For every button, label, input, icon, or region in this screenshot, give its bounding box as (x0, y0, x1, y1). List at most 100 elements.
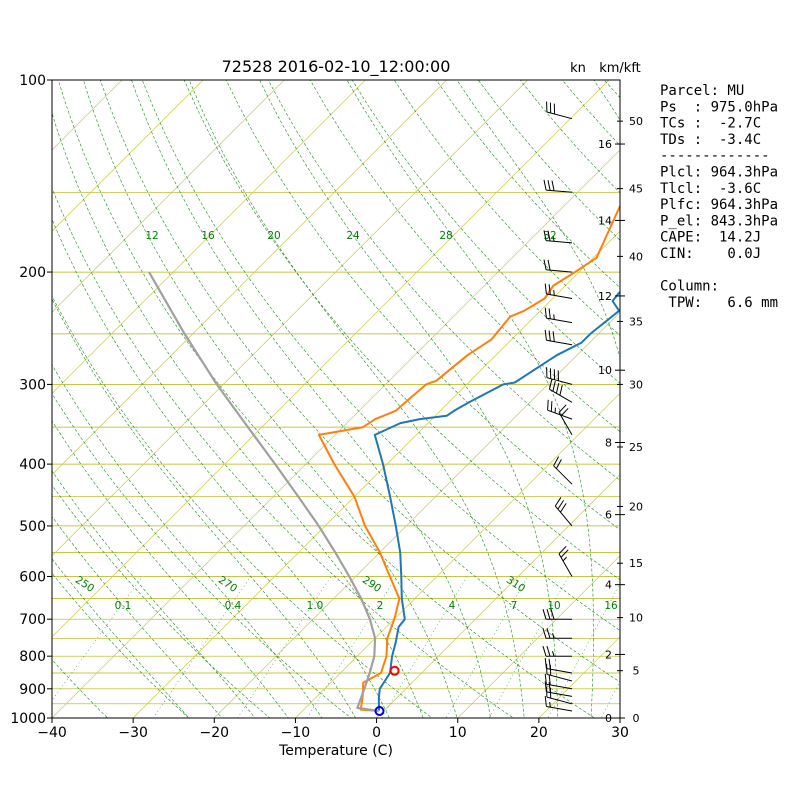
y-tick-label: 900 (19, 682, 46, 698)
kft-tick-label: 50 (629, 115, 643, 128)
km-tick-label: 4 (605, 579, 612, 592)
info-line: Plfc: 964.3hPa (660, 197, 778, 213)
temperature-line (373, 291, 620, 711)
isotherm-line (132, 230, 620, 718)
isotherm-line (294, 392, 620, 718)
moist-adiabat-line (52, 364, 323, 718)
kft-tick-label: 25 (629, 441, 643, 454)
x-tick-label: −30 (118, 725, 148, 741)
wind-barb (543, 179, 573, 193)
isotherm-line (52, 80, 366, 394)
kft-tick-label: 30 (629, 378, 643, 391)
moist-adiabat-line (346, 80, 594, 718)
wind-barb (546, 367, 573, 385)
wind-barb (553, 456, 573, 485)
moist-adiabat-label: 16 (201, 230, 215, 242)
wind-barb (547, 399, 573, 420)
dry-adiabat-label: 270 (216, 574, 239, 595)
mixing-ratio-label: 2 (377, 600, 384, 612)
isotherm-line (376, 474, 620, 718)
y-tick-label: 1000 (10, 711, 46, 727)
moist-adiabat-line (131, 80, 491, 718)
y-tick-label: 100 (19, 73, 46, 89)
info-line: Tlcl: -3.6C (660, 181, 761, 197)
x-tick-label: 0 (372, 725, 381, 741)
mixing-ratio-line (445, 576, 529, 718)
dry-adiabat-label: 310 (504, 574, 527, 595)
moist-adiabat-line (52, 298, 356, 718)
wind-barb (544, 696, 573, 712)
y-tick-label: 400 (19, 457, 46, 473)
moist-adiabat-line (83, 80, 458, 718)
y-tick-label: 500 (19, 519, 46, 535)
moist-adiabat-line (259, 80, 558, 718)
dry-adiabat-line (141, 80, 620, 631)
info-line: CAPE: 14.2J (660, 230, 761, 246)
mixing-ratio-label: 1.0 (307, 600, 324, 612)
dry-adiabat-line (52, 187, 514, 718)
dry-adiabat-line (52, 572, 190, 718)
dry-adiabat-line (0, 80, 39, 732)
chart-title: 72528 2016-02-10_12:00:00 (222, 57, 451, 77)
dewpoint-line (317, 203, 620, 712)
km-tick-label: 10 (598, 364, 612, 377)
dry-adiabat-label: 250 (73, 574, 96, 595)
moist-adiabat-line (456, 80, 620, 359)
moist-adiabat-label: 20 (267, 230, 280, 242)
km-tick-label: 2 (605, 648, 612, 661)
kft-tick-label: 20 (629, 500, 643, 513)
dry-adiabat-line (183, 80, 620, 581)
x-tick-label: 10 (449, 725, 467, 741)
dry-adiabat-line (57, 80, 595, 718)
x-tick-label: 20 (530, 725, 548, 741)
wind-barb (544, 307, 573, 324)
mixing-ratio-label: 4 (449, 600, 456, 612)
level-marker (374, 706, 385, 716)
info-line: Parcel: MU (660, 83, 744, 99)
info-line: Ps : 975.0hPa (660, 99, 778, 115)
wind-barb (543, 259, 573, 273)
wind-barb (542, 628, 572, 639)
wind-barb (542, 609, 572, 620)
data-markers (374, 665, 400, 716)
kft-tick-label: 15 (629, 557, 643, 570)
kft-tick-label: 40 (629, 250, 643, 263)
moist-adiabat-line (188, 80, 525, 718)
parcel-line (148, 271, 379, 713)
moist-adiabat-line (52, 218, 390, 718)
info-line: Plcl: 964.3hPa (660, 165, 778, 181)
wind-barb (544, 673, 573, 690)
data-series (148, 203, 620, 713)
km-tick-label: 0 (605, 712, 612, 725)
height-axis: 0 2 4 6 8 10 12 14 16 0 5 10 15 20 25 30 35 40 45 50 (598, 80, 643, 725)
info-line: TDs : -3.4C (660, 132, 761, 148)
y-tick-label: 600 (19, 569, 46, 585)
isotherm-line (52, 80, 610, 638)
wind-barb (558, 404, 573, 436)
isotherm-line (52, 80, 285, 313)
km-tick-label: 8 (605, 437, 612, 450)
mixing-ratio-label: 16 (604, 600, 618, 612)
x-tick-label: −40 (37, 725, 67, 741)
info-line: Column: (660, 279, 719, 295)
km-tick-label: 14 (598, 214, 612, 227)
wind-barb (554, 497, 573, 527)
y-tick-label: 300 (19, 377, 46, 393)
moist-adiabat-label: 24 (346, 230, 360, 242)
km-tick-label: 16 (598, 138, 612, 151)
moist-adiabat-line (52, 420, 289, 718)
dry-adiabat-line (52, 295, 433, 718)
dry-adiabat-line (52, 484, 271, 718)
y-tick-label: 800 (19, 649, 46, 665)
isotherm-line (52, 149, 620, 718)
wind-barb (544, 681, 573, 697)
mixing-ratio-label: 0.1 (115, 600, 132, 612)
moist-adiabat-line (52, 516, 223, 718)
wind-barb (542, 646, 572, 657)
isotherm-line (52, 80, 447, 476)
kft-tick-label: 0 (633, 712, 640, 725)
kft-tick-label: 10 (629, 612, 643, 625)
info-line: P_el: 843.3hPa (660, 213, 778, 229)
